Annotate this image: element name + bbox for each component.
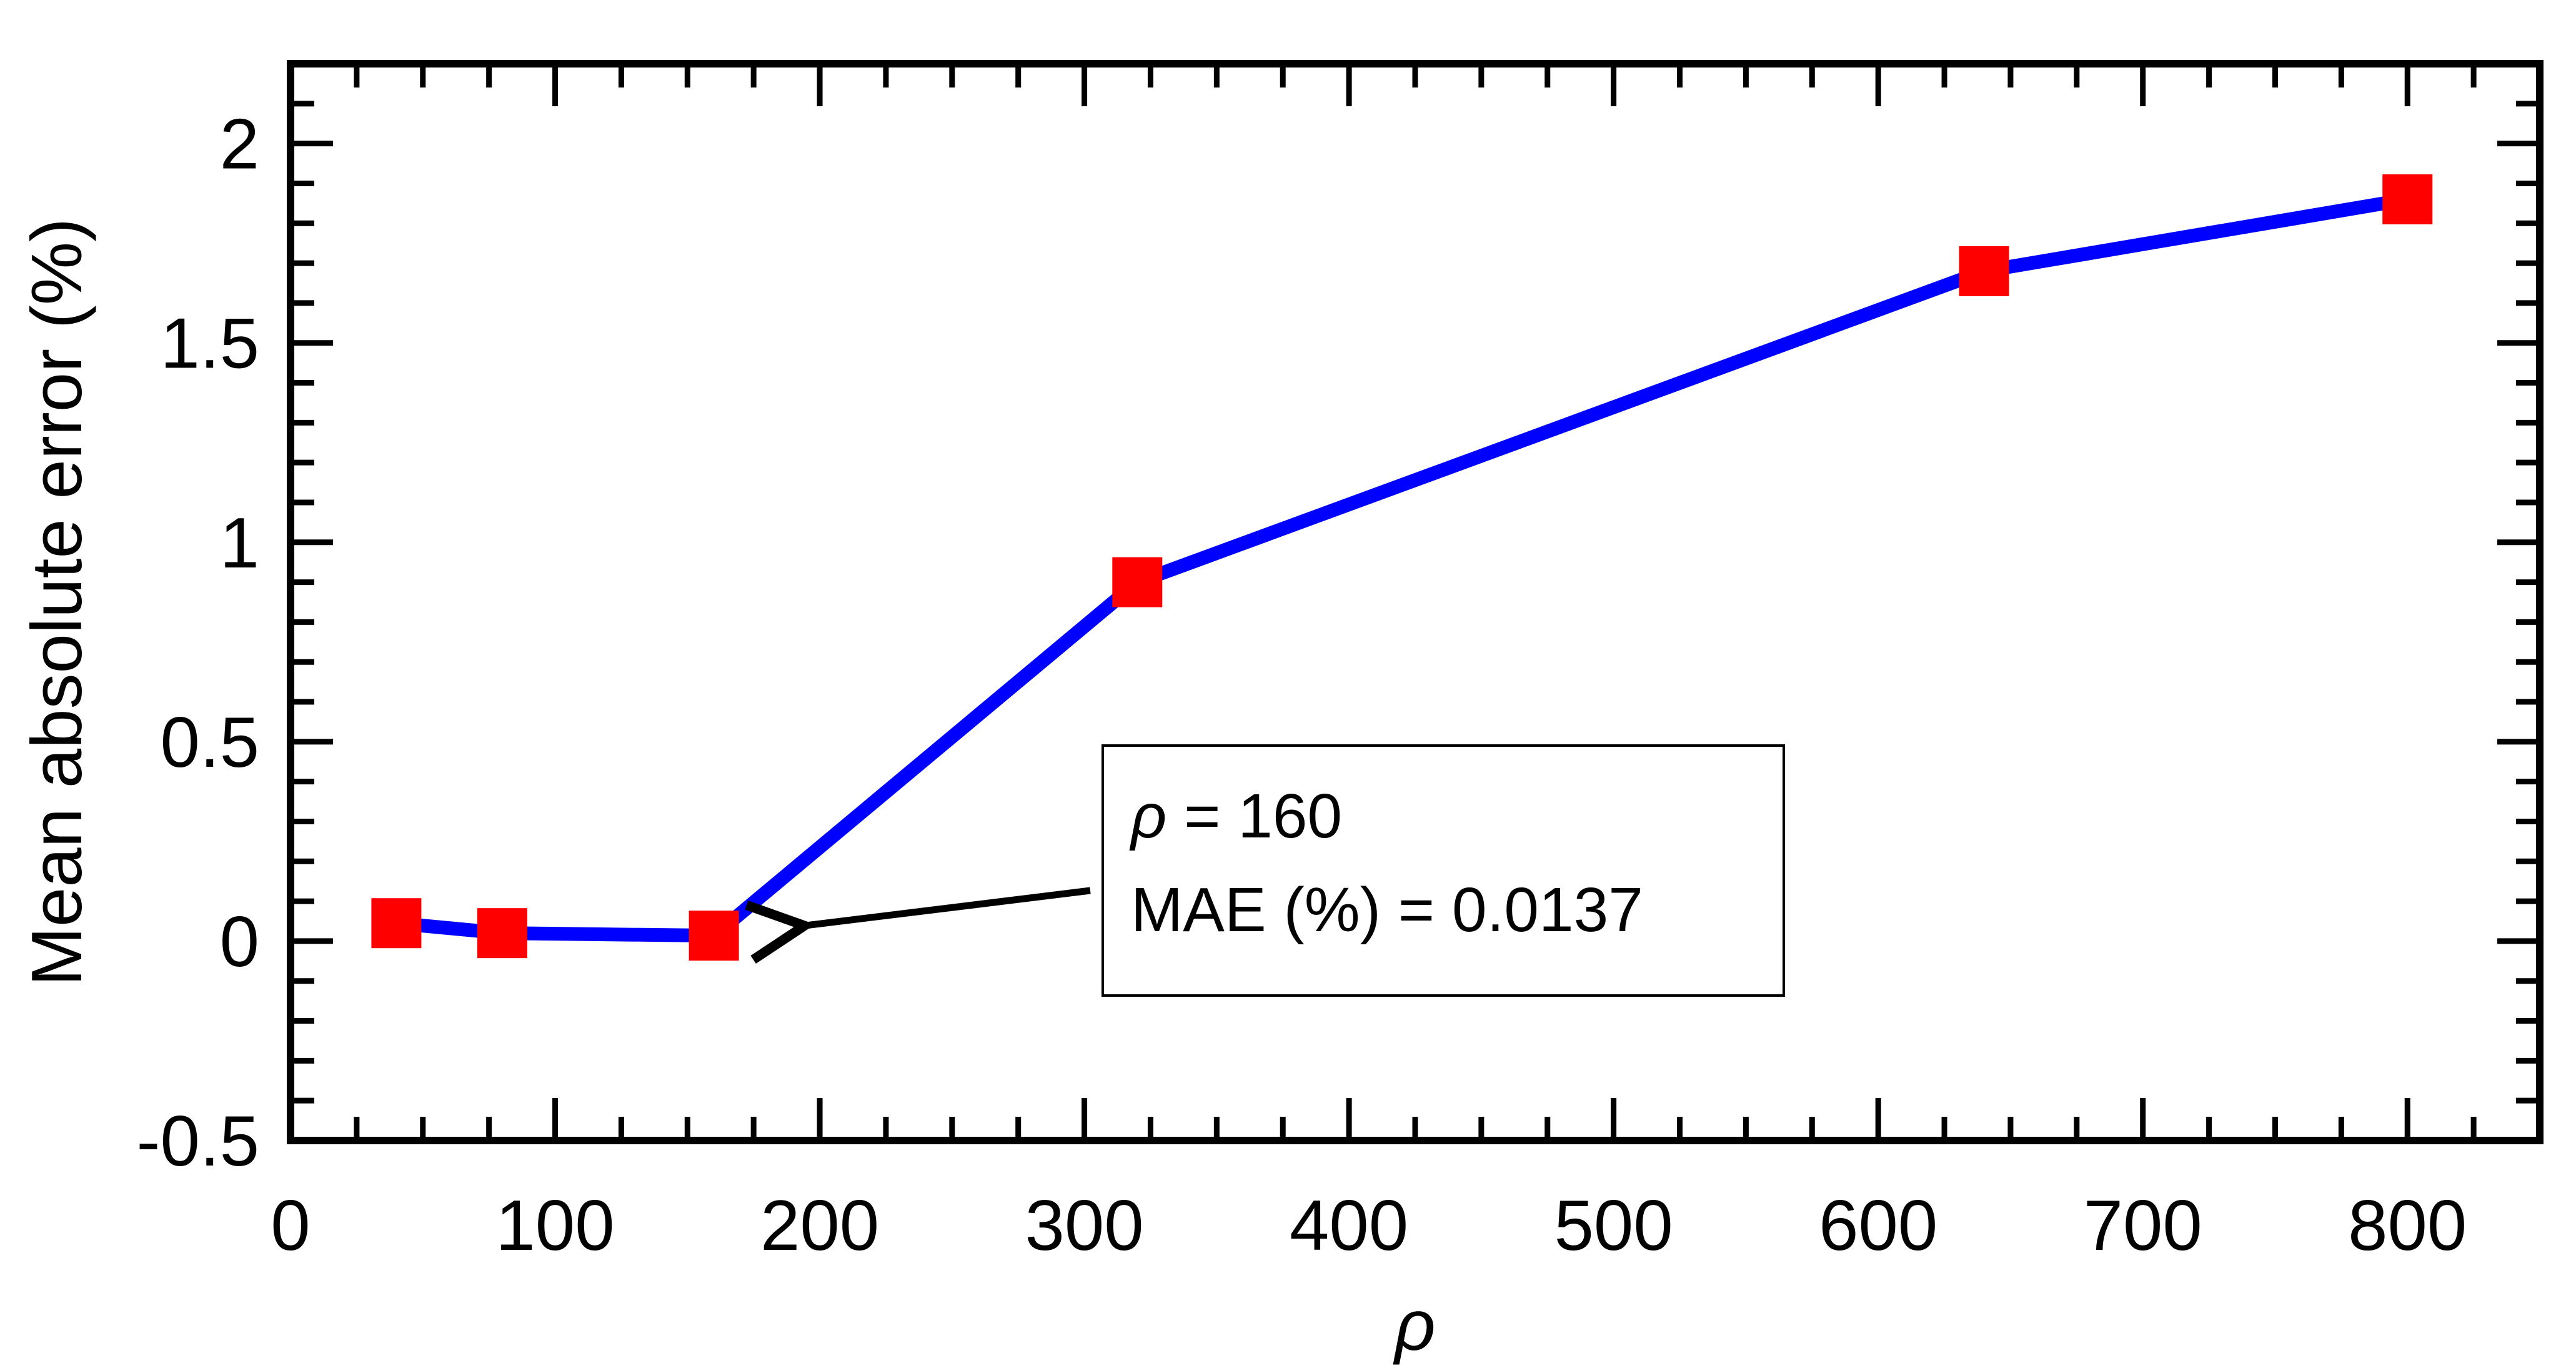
data-point-marker <box>1112 557 1163 607</box>
y-tick-label: 2 <box>220 105 259 184</box>
x-tick-label: 200 <box>760 1186 879 1266</box>
y-tick-label: -0.5 <box>137 1102 259 1181</box>
x-tick-label: 600 <box>1819 1186 1937 1266</box>
y-axis-title: Mean absolute error (%) <box>17 218 97 986</box>
annotation-line-2: MAE (%) = 0.0137 <box>1131 875 1643 945</box>
y-tick-label: 1.5 <box>161 304 259 384</box>
annotation-box <box>1102 744 1785 997</box>
data-point-marker <box>371 898 422 949</box>
labels-layer: 0 100 200 300 400 500 600 700 800-0.500.511.52ρM… <box>17 105 2467 1366</box>
plot-frame <box>287 60 2544 1144</box>
data-point-marker <box>2382 174 2433 224</box>
x-axis-title: ρ <box>1393 1286 1435 1366</box>
annotation-arrow <box>805 887 1091 926</box>
x-tick-label: 300 <box>1025 1186 1143 1266</box>
x-tick-label: 400 <box>1290 1186 1408 1266</box>
x-tick-label: 700 <box>2084 1186 2202 1266</box>
y-tick-label: 0 <box>220 902 259 982</box>
ticks-layer <box>287 61 2543 1144</box>
annotation-layer: ρ = 160 MAE (%) = 0.0137 <box>805 744 1785 997</box>
data-point-marker <box>689 911 739 961</box>
y-tick-label: 1 <box>220 504 259 583</box>
y-tick-label: 0.5 <box>161 703 259 782</box>
x-tick-label: 0 <box>271 1186 310 1266</box>
data-point-marker <box>477 908 527 959</box>
annotation-line-1: ρ = 160 <box>1129 781 1342 851</box>
x-tick-label: 800 <box>2348 1186 2467 1266</box>
series-layer <box>371 174 2433 961</box>
x-tick-label: 100 <box>495 1186 614 1266</box>
x-tick-label: 500 <box>1554 1186 1673 1266</box>
data-point-marker <box>1959 246 2009 296</box>
